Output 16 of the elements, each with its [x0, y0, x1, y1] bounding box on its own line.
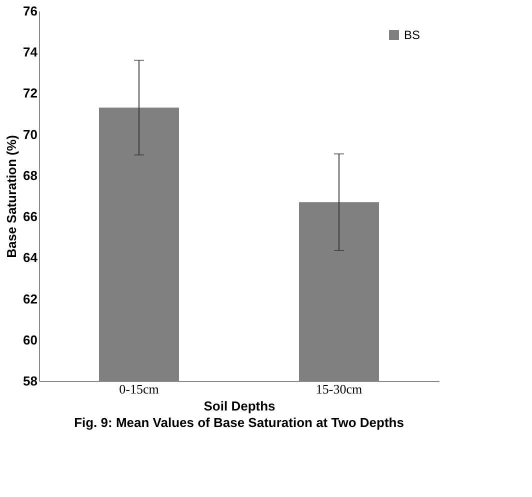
y-tick-label: 68 — [23, 168, 38, 183]
x-tick-label: 0-15cm — [119, 382, 159, 396]
y-tick-label: 74 — [23, 44, 38, 60]
x-tick-label: 15-30cm — [316, 382, 362, 396]
y-tick-label: 70 — [23, 126, 38, 142]
text: Fig. 9: Mean Values of Base Saturation at Two Depths — [74, 415, 404, 430]
y-tick-label: 60 — [23, 332, 38, 348]
y-tick-label: 58 — [23, 374, 38, 388]
y-tick-label: 72 — [23, 86, 38, 101]
y-axis-title: Base Saturation (%) — [4, 135, 20, 258]
y-tick-label: 66 — [23, 209, 38, 224]
y-tick-label: 76 — [23, 4, 38, 18]
x-axis-title: Soil Depths — [204, 398, 276, 414]
y-tick-label: 62 — [23, 291, 38, 306]
y-tick-label: 64 — [23, 250, 38, 266]
legend-label: BS — [404, 28, 420, 42]
